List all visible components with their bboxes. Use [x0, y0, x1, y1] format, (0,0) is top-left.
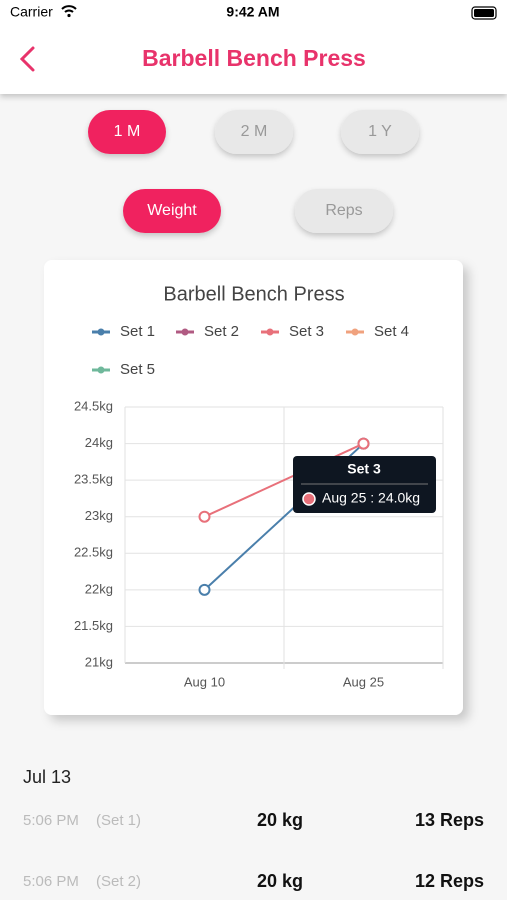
tooltip-text: Aug 25 : 24.0kg — [322, 490, 420, 506]
tab-label: 1 Y — [368, 123, 392, 140]
y-tick-label: 21kg — [85, 654, 113, 669]
tab-label: 1 M — [114, 123, 141, 140]
header-bar — [0, 0, 507, 94]
row-time: 5:06 PM — [23, 812, 79, 829]
y-tick-label: 24kg — [85, 435, 113, 450]
y-tick-label: 21.5kg — [74, 618, 113, 633]
legend-dot — [97, 328, 105, 336]
row-weight: 20 kg — [257, 810, 303, 830]
data-point — [198, 510, 211, 523]
x-tick-label: Aug 10 — [184, 674, 225, 689]
wifi-icon — [61, 5, 77, 13]
y-tick-label: 23kg — [85, 508, 113, 523]
battery — [471, 6, 497, 20]
row-set: (Set 2) — [96, 873, 141, 890]
legend-dot — [181, 328, 189, 336]
legend-dot — [351, 328, 359, 336]
back-button[interactable] — [19, 46, 35, 72]
y-tick-label: 23.5kg — [74, 472, 113, 487]
row-weight: 20 kg — [257, 871, 303, 891]
history-date: Jul 13 — [23, 767, 71, 787]
legend-label: Set 3 — [289, 323, 324, 340]
screen-title: Barbell Bench Press — [142, 45, 366, 71]
battery-level — [474, 9, 494, 17]
tab-button[interactable] — [341, 110, 419, 154]
tab-label: Reps — [325, 202, 362, 219]
tab-label: 2 M — [241, 123, 268, 140]
tab-button[interactable] — [123, 189, 221, 233]
series-line — [204, 442, 364, 518]
chart-card — [44, 260, 463, 715]
carrier: Carrier — [10, 4, 53, 20]
wifi-dot — [67, 13, 71, 18]
row-set: (Set 1) — [96, 812, 141, 829]
legend-dot — [266, 328, 274, 336]
data-point — [357, 437, 370, 450]
legend-dot — [97, 366, 105, 374]
legend-label: Set 5 — [120, 361, 155, 378]
tab-button[interactable] — [295, 189, 393, 233]
y-tick-label: 24.5kg — [74, 398, 113, 413]
y-tick-label: 22.5kg — [74, 545, 113, 560]
legend-label: Set 4 — [374, 323, 409, 340]
clock: 9:42 AM — [226, 4, 279, 20]
tooltip-swatch — [302, 492, 316, 506]
row-reps: 13 Reps — [415, 810, 484, 830]
legend-label: Set 2 — [204, 323, 239, 340]
tab-button[interactable] — [88, 110, 166, 154]
tab-label: Weight — [147, 202, 197, 219]
tab-button[interactable] — [215, 110, 293, 154]
data-point — [198, 583, 211, 596]
row-reps: 12 Reps — [415, 871, 484, 891]
y-tick-label: 22kg — [85, 581, 113, 596]
tooltip-title: Set 3 — [347, 461, 381, 477]
x-tick-label: Aug 25 — [343, 674, 384, 689]
row-time: 5:06 PM — [23, 873, 79, 890]
chart-title: Barbell Bench Press — [163, 283, 344, 305]
legend-label: Set 1 — [120, 323, 155, 340]
